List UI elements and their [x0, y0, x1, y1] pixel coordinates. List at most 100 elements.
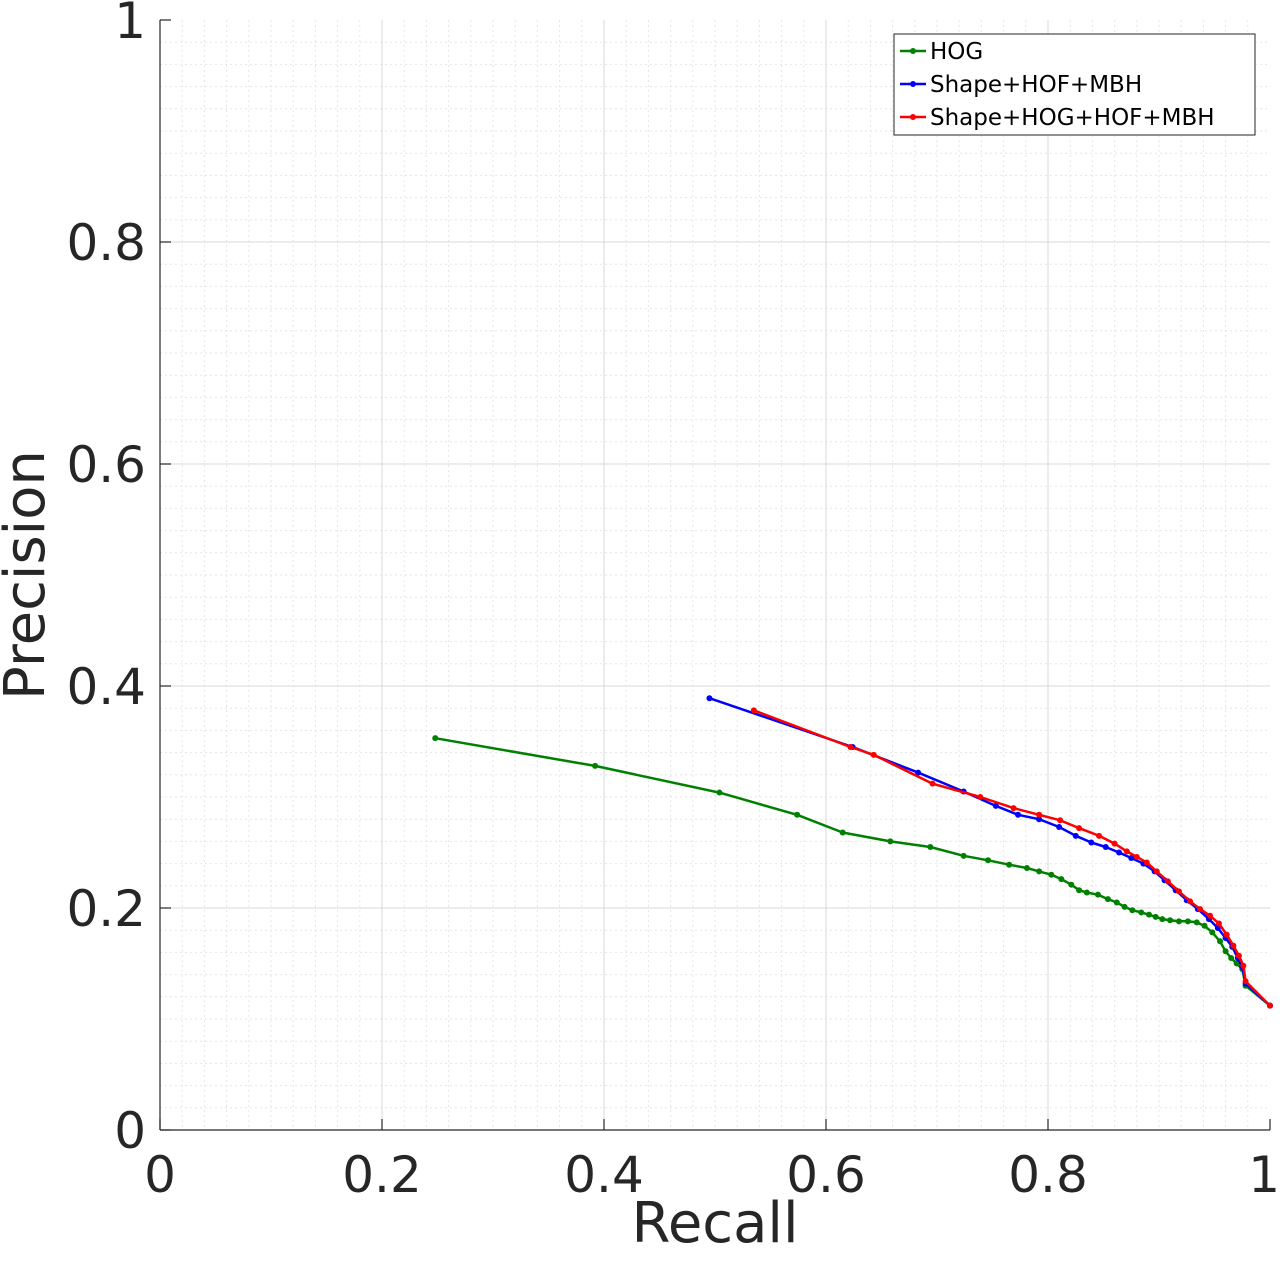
data-point: [992, 802, 999, 809]
series-layer: [432, 695, 1273, 1009]
data-point: [1228, 954, 1235, 961]
legend: HOG Shape+HOF+MBH Shape+HOG+HOF+MBH: [893, 33, 1256, 136]
data-point: [985, 857, 992, 864]
data-point: [1240, 962, 1247, 969]
data-point: [1048, 871, 1055, 878]
data-point: [1215, 920, 1222, 927]
data-point: [1076, 825, 1083, 832]
data-point: [1056, 823, 1063, 830]
legend-item: HOG: [900, 39, 983, 65]
data-point: [1094, 891, 1101, 898]
legend-item: Shape+HOG+HOF+MBH: [900, 105, 1215, 131]
data-point: [1197, 906, 1204, 913]
data-point: [929, 780, 936, 787]
data-point: [915, 769, 922, 776]
data-point: [1187, 898, 1194, 905]
data-point: [1123, 848, 1130, 855]
data-point: [716, 789, 723, 796]
x-tick-label: 0.6: [786, 1146, 866, 1204]
data-point: [927, 843, 934, 850]
data-point: [839, 829, 846, 836]
series-shape-hog-hof-mbh: [750, 707, 1273, 1009]
data-point: [1006, 861, 1013, 868]
data-point: [1057, 817, 1064, 824]
legend-marker: [910, 114, 916, 120]
legend-box: [893, 33, 1256, 136]
data-point: [1102, 843, 1109, 850]
data-point: [1164, 878, 1171, 885]
y-tick-label: 0.4: [66, 658, 146, 716]
legend-label: Shape+HOF+MBH: [930, 72, 1142, 98]
y-axis-label: Precision: [0, 450, 58, 700]
legend-marker: [910, 81, 916, 87]
data-point: [1230, 942, 1237, 949]
data-point: [1133, 853, 1140, 860]
data-point: [1175, 918, 1182, 925]
legend-label: HOG: [930, 39, 983, 65]
data-point: [1083, 889, 1090, 896]
data-point: [592, 762, 599, 769]
legend-label: Shape+HOG+HOF+MBH: [930, 105, 1215, 131]
data-point: [1111, 840, 1118, 847]
data-point: [1076, 887, 1083, 894]
data-point: [1233, 960, 1240, 967]
data-point: [1096, 832, 1103, 839]
data-point: [1193, 919, 1200, 926]
data-point: [1010, 805, 1017, 812]
x-tick-label: 0.8: [1008, 1146, 1088, 1204]
data-point: [1121, 903, 1128, 910]
data-point: [794, 811, 801, 818]
data-point: [1088, 839, 1095, 846]
data-point: [1116, 849, 1123, 856]
y-tick-label: 1: [114, 0, 146, 50]
legend-item: Shape+HOF+MBH: [900, 72, 1142, 98]
data-point: [1138, 909, 1145, 916]
data-point: [1175, 888, 1182, 895]
data-point: [1201, 922, 1208, 929]
data-point: [1217, 938, 1224, 945]
x-axis-label: Recall: [631, 1191, 798, 1256]
data-point: [1104, 896, 1111, 903]
data-point: [1159, 916, 1166, 923]
x-tick-label: 0.2: [342, 1146, 422, 1204]
data-point: [870, 751, 877, 758]
y-tick-label: 0.2: [66, 880, 146, 938]
data-point: [1152, 913, 1159, 920]
y-tick-label: 0: [114, 1102, 146, 1160]
x-tick-labels: 0 0.2 0.4 0.6 0.8 1: [144, 1146, 1280, 1204]
data-point: [1167, 917, 1174, 924]
data-point: [1129, 907, 1136, 914]
data-point: [847, 744, 854, 751]
data-point: [1207, 912, 1214, 919]
x-tick-label: 0: [144, 1146, 176, 1204]
x-tick-label: 1: [1248, 1146, 1280, 1204]
data-point: [1143, 859, 1150, 866]
data-point: [1128, 855, 1135, 862]
y-tick-label: 0.8: [66, 214, 146, 272]
data-point: [1068, 881, 1075, 888]
data-point: [960, 852, 967, 859]
data-point: [750, 707, 757, 714]
data-point: [432, 735, 439, 742]
data-point: [1023, 865, 1030, 872]
data-point: [1036, 811, 1043, 818]
legend-marker: [910, 48, 916, 54]
data-point: [1267, 1002, 1273, 1009]
data-point: [1036, 868, 1043, 875]
data-point: [1058, 876, 1065, 883]
major-grid: [160, 20, 1270, 1130]
data-point: [1015, 811, 1022, 818]
x-tick-label: 0.4: [564, 1146, 644, 1204]
data-point: [1209, 929, 1216, 936]
data-point: [977, 794, 984, 800]
y-tick-label: 0.6: [66, 436, 146, 494]
data-point: [1222, 948, 1229, 955]
data-point: [1223, 931, 1230, 938]
y-tick-labels: 0 0.2 0.4 0.6 0.8 1: [66, 0, 146, 1160]
data-point: [1242, 978, 1249, 985]
data-point: [1072, 832, 1079, 839]
data-point: [1036, 816, 1043, 823]
minor-grid: [160, 20, 1270, 1130]
data-point: [1153, 868, 1160, 875]
